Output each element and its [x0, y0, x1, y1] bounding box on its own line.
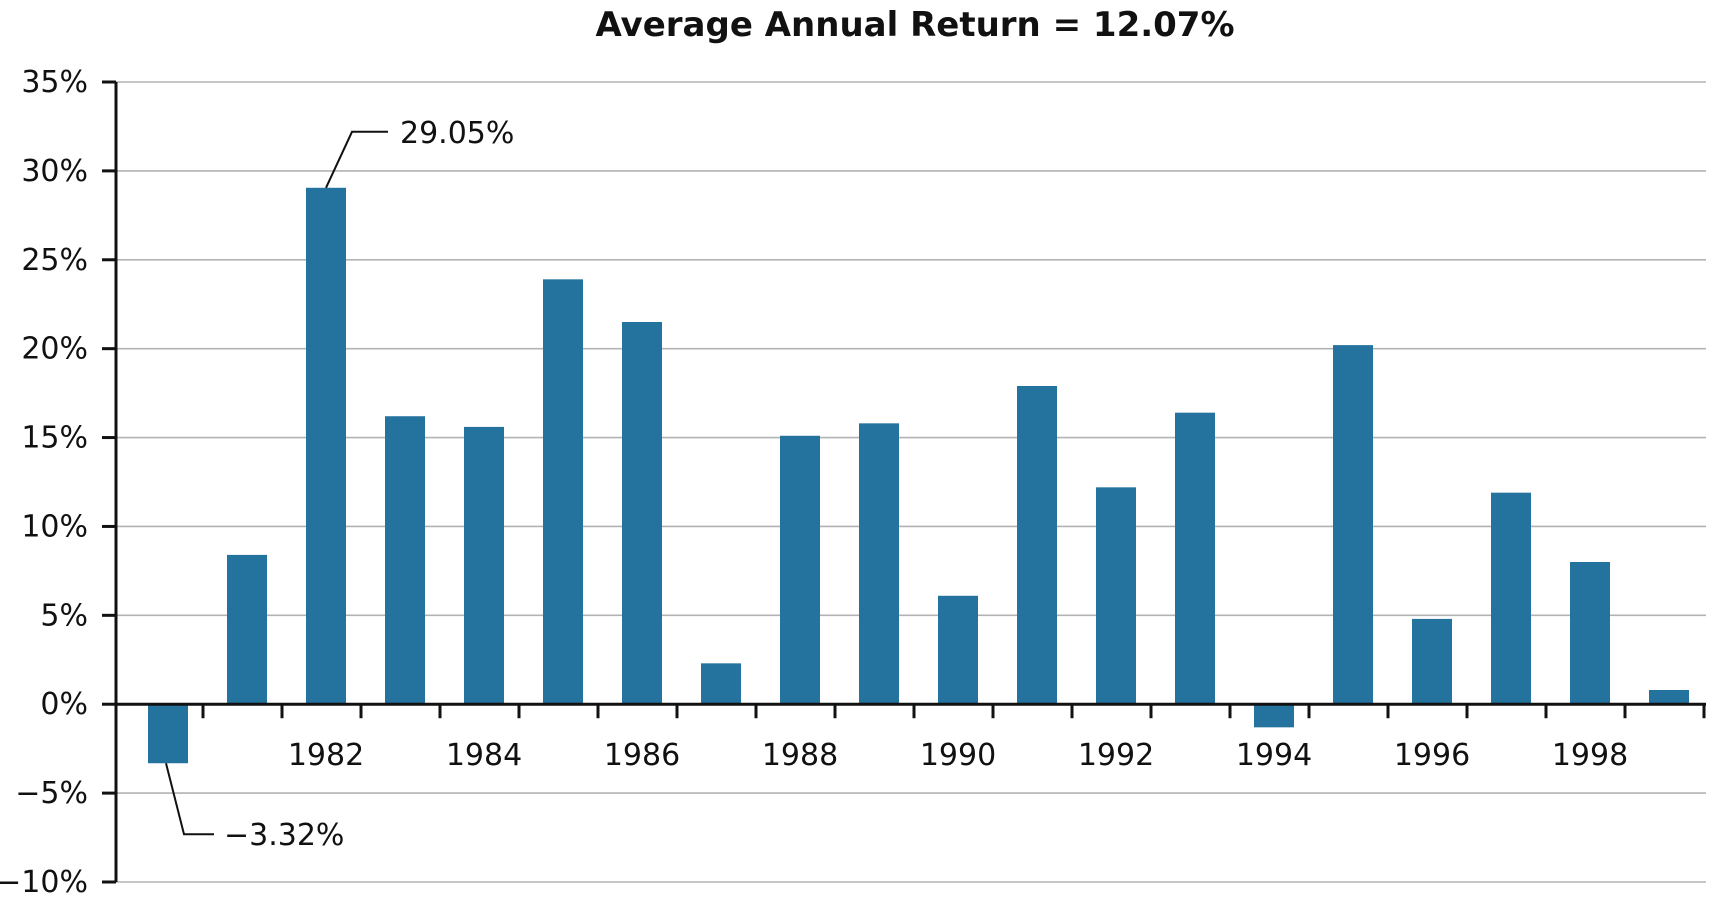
bar-1991: [1017, 386, 1057, 705]
annotation-label: 29.05%: [400, 116, 514, 151]
grid-lines: [116, 81, 1706, 883]
bar-1988: [780, 435, 820, 705]
axes: [102, 80, 1706, 884]
y-tick-labels: −10% −5% 0% 5% 10% 15% 20% 25% 30% 35%: [0, 65, 88, 900]
bar-1981: [227, 554, 267, 705]
x-tick-label: 1990: [920, 738, 996, 773]
x-tick-label: 1986: [604, 738, 680, 773]
bar-1993: [1175, 412, 1215, 705]
x-tick-label: 1998: [1552, 738, 1628, 773]
y-tick-label: 25%: [21, 243, 88, 278]
y-tick-label: 30%: [21, 154, 88, 189]
x-tick-label: 1992: [1078, 738, 1154, 773]
y-tick-label: −10%: [0, 865, 88, 900]
y-tick-label: −5%: [15, 776, 88, 811]
y-tick-label: 15%: [21, 421, 88, 456]
x-tick-label: 1996: [1394, 738, 1470, 773]
bar-1990: [938, 595, 978, 705]
x-tick-label: 1988: [762, 738, 838, 773]
annotations: 29.05% −3.32%: [165, 116, 514, 853]
annotation-label: −3.32%: [224, 818, 344, 853]
y-tick-label: 20%: [21, 332, 88, 367]
x-tick-label: 1982: [288, 738, 364, 773]
annotation-leader: [165, 762, 214, 836]
bar-1999: [1649, 690, 1689, 705]
bar-1996: [1412, 618, 1452, 705]
bar-1998: [1570, 562, 1610, 705]
bar-1987: [701, 663, 741, 705]
x-tick-label: 1984: [446, 738, 522, 773]
x-tick-label: 1994: [1236, 738, 1312, 773]
bar-1995: [1333, 345, 1373, 705]
bar-1997: [1491, 492, 1531, 705]
y-tick-label: 35%: [21, 65, 88, 100]
bar-1992: [1096, 487, 1136, 705]
bar-1982: [306, 187, 346, 705]
y-tick-label: 0%: [40, 687, 88, 722]
bar-1985: [543, 279, 583, 705]
y-tick-label: 10%: [21, 509, 88, 544]
bar-1986: [622, 322, 662, 705]
y-tick-label: 5%: [40, 598, 88, 633]
bar-1989: [859, 423, 899, 705]
bar-1980: [148, 704, 188, 764]
chart-title: Average Annual Return = 12.07%: [595, 5, 1234, 45]
bars: [148, 187, 1689, 764]
bar-1984: [464, 426, 504, 705]
bar-1983: [385, 416, 425, 705]
annotation-leader: [325, 130, 388, 189]
x-tick-labels: 1982 1984 1986 1988 1990 1992 1994 1996 1998: [288, 738, 1628, 773]
bar-1994: [1254, 704, 1294, 728]
